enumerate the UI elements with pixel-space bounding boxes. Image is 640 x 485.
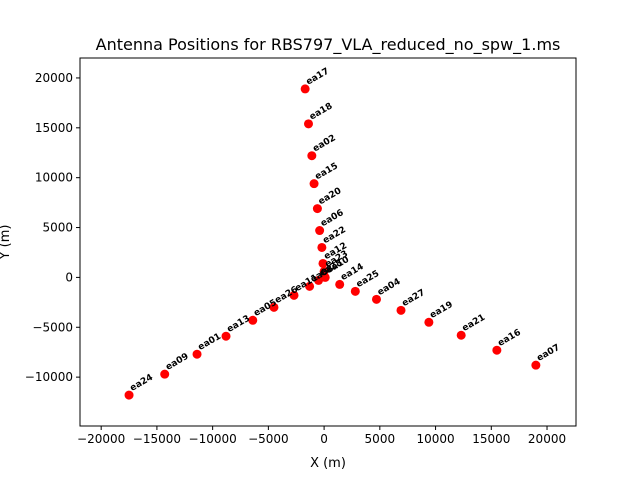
x-tick-label: 5000 (365, 432, 396, 446)
y-tick-label: 15000 (35, 121, 73, 135)
antenna-point-ea16 (492, 345, 502, 355)
antenna-point-ea28 (314, 275, 324, 285)
antenna-point-ea09 (160, 369, 170, 379)
antenna-point-ea04 (371, 294, 381, 304)
x-axis-ticks: −20000 −15000 −10000 −5000 0 5000 10000 15000 20… (77, 426, 566, 446)
y-axis-ticks: −10000 −5000 0 5000 10000 15000 20000 (25, 71, 80, 384)
antenna-point-ea20 (312, 204, 322, 214)
plot-area-frame (79, 57, 577, 427)
x-tick-label: −20000 (77, 432, 125, 446)
x-tick-label: −15000 (133, 432, 181, 446)
antenna-point-ea06 (315, 226, 325, 236)
x-tick-label: 20000 (528, 432, 566, 446)
antenna-point-ea13 (221, 331, 231, 341)
antenna-point-ea07 (531, 360, 541, 370)
antenna-point-ea22 (317, 242, 327, 252)
y-tick-label: 0 (65, 270, 73, 284)
antenna-point-ea05 (248, 315, 258, 325)
x-tick-label: −10000 (189, 432, 237, 446)
chart-title: Antenna Positions for RBS797_VLA_reduced… (96, 35, 561, 55)
antenna-point-ea15 (309, 179, 319, 189)
antenna-point-ea19 (424, 317, 434, 327)
x-axis-label: X (m) (310, 456, 346, 471)
y-tick-label: 20000 (35, 71, 73, 85)
antenna-point-ea26 (269, 302, 279, 312)
antenna-point-ea12 (318, 258, 328, 268)
y-tick-label: −10000 (25, 370, 73, 384)
antenna-point-ea27 (396, 305, 406, 315)
x-tick-label: 0 (320, 432, 328, 446)
y-tick-label: −5000 (32, 320, 73, 334)
antenna-points (124, 84, 541, 400)
antenna-point-ea11 (289, 290, 299, 300)
antenna-point-ea03 (305, 281, 315, 291)
antenna-point-ea17 (300, 84, 310, 94)
antenna-point-ea02 (307, 151, 317, 161)
antenna-point-ea01 (192, 349, 202, 359)
y-tick-label: 5000 (42, 221, 73, 235)
antenna-point-ea21 (456, 330, 466, 340)
y-axis-label: Y (m) (0, 225, 13, 261)
antenna-point-ea24 (124, 390, 134, 400)
antenna-point-ea25 (350, 286, 360, 296)
x-tick-label: 10000 (416, 432, 454, 446)
antenna-point-ea18 (303, 119, 313, 129)
antenna-point-ea14 (335, 279, 345, 289)
x-tick-label: 15000 (472, 432, 510, 446)
x-tick-label: −5000 (248, 432, 289, 446)
y-tick-label: 10000 (35, 171, 73, 185)
